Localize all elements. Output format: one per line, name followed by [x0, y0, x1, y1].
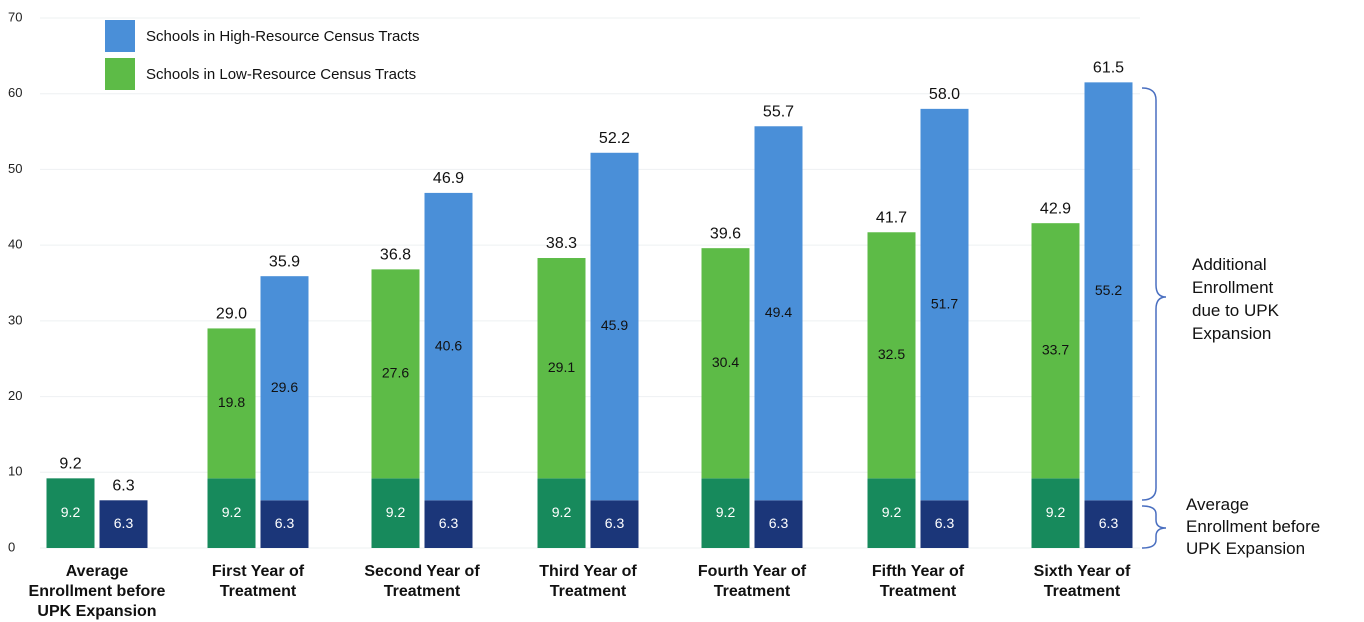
y-tick-label: 10	[8, 464, 22, 479]
bar-value-label: 40.6	[435, 337, 462, 353]
bar-value-label: 29.1	[548, 359, 575, 375]
legend-swatch	[105, 58, 135, 90]
bar-value-label: 6.3	[439, 515, 459, 531]
x-tick-label: Fourth Year of Treatment	[697, 563, 807, 600]
x-tick-label: Second Year of Treatment	[364, 563, 480, 600]
bar-segment	[537, 478, 586, 548]
total-label: 52.2	[599, 130, 630, 147]
bar-segment	[867, 232, 916, 479]
bar-segment	[424, 192, 473, 501]
bar-segment	[207, 478, 256, 548]
x-tick-label: First Year of Treatment	[211, 563, 305, 600]
bar-segment	[701, 478, 750, 548]
annotation: Additional Enrollment due to UPK Expansi…	[1192, 255, 1279, 343]
bar-value-label: 6.3	[935, 515, 955, 531]
total-label: 58.0	[929, 86, 960, 103]
bar-value-label: 6.3	[605, 515, 625, 531]
bar-value-label: 45.9	[601, 317, 628, 333]
legend-label: Schools in Low-Resource Census Tracts	[146, 66, 416, 83]
bar-value-label: 9.2	[1046, 504, 1066, 520]
total-label: 36.8	[380, 247, 411, 264]
bar-value-label: 9.2	[552, 504, 572, 520]
total-label: 39.6	[710, 225, 741, 242]
bar-value-label: 32.5	[878, 346, 905, 362]
total-label: 35.9	[269, 253, 300, 270]
bar-value-label: 9.2	[61, 504, 81, 520]
bar-segment	[701, 248, 750, 479]
bar-value-label: 6.3	[1099, 515, 1119, 531]
bar-value-label: 33.7	[1042, 341, 1069, 357]
x-tick-label: Sixth Year of Treatment	[1033, 563, 1131, 600]
bar-value-label: 9.2	[386, 504, 406, 520]
bar-segment	[590, 152, 639, 501]
bar-value-label: 19.8	[218, 394, 245, 410]
bar-segment	[99, 500, 148, 548]
bar-segment	[1084, 82, 1133, 501]
bar-segment	[920, 108, 969, 501]
total-label: 9.2	[59, 456, 81, 473]
total-label: 29.0	[216, 306, 247, 323]
y-tick-label: 70	[8, 9, 22, 24]
bar-segment	[1031, 478, 1080, 548]
bar-segment	[537, 258, 586, 479]
bar-value-label: 9.2	[882, 504, 902, 520]
bar-segment	[371, 478, 420, 548]
bar-value-label: 6.3	[769, 515, 789, 531]
bar-value-label: 6.3	[114, 515, 134, 531]
y-tick-label: 30	[8, 312, 22, 327]
bar-value-label: 9.2	[716, 504, 736, 520]
bar-segment	[207, 328, 256, 479]
x-tick-label: Fifth Year of Treatment	[871, 563, 965, 600]
y-tick-label: 20	[8, 388, 22, 403]
bracket	[1141, 505, 1167, 549]
bar-segment	[590, 500, 639, 548]
annotation: Average Enrollment before UPK Expansion	[1186, 495, 1321, 558]
y-tick-label: 40	[8, 237, 22, 252]
bar-segment	[754, 500, 803, 548]
total-label: 6.3	[112, 478, 134, 495]
bar-value-label: 51.7	[931, 295, 958, 311]
x-tick-label: Average Enrollment before UPK Expansion	[28, 563, 166, 620]
bar-segment	[754, 126, 803, 501]
bar-segment	[1084, 500, 1133, 548]
bar-value-label: 49.4	[765, 304, 792, 320]
y-tick-label: 60	[8, 85, 22, 100]
bracket	[1141, 87, 1167, 501]
total-label: 46.9	[433, 170, 464, 187]
total-label: 61.5	[1093, 60, 1124, 77]
total-label: 41.7	[876, 209, 907, 226]
bar-value-label: 9.2	[222, 504, 242, 520]
bar-segment	[260, 276, 309, 501]
bar-segment	[1031, 223, 1080, 479]
bar-value-label: 6.3	[275, 515, 295, 531]
legend-label: Schools in High-Resource Census Tracts	[146, 28, 419, 45]
x-tick-label: Third Year of Treatment	[539, 563, 637, 600]
total-label: 38.3	[546, 235, 577, 252]
bar-segment	[46, 478, 95, 548]
bar-value-label: 30.4	[712, 354, 739, 370]
legend-swatch	[105, 20, 135, 52]
bar-segment	[920, 500, 969, 548]
bar-value-label: 27.6	[382, 365, 409, 381]
bar-segment	[867, 478, 916, 548]
total-label: 55.7	[763, 103, 794, 120]
bar-segment	[371, 269, 420, 479]
bar-value-label: 29.6	[271, 379, 298, 395]
total-label: 42.9	[1040, 200, 1071, 217]
bar-segment	[260, 500, 309, 548]
bar-value-label: 55.2	[1095, 282, 1122, 298]
bar-segment	[424, 500, 473, 548]
y-tick-label: 50	[8, 161, 22, 176]
y-tick-label: 0	[8, 539, 15, 554]
